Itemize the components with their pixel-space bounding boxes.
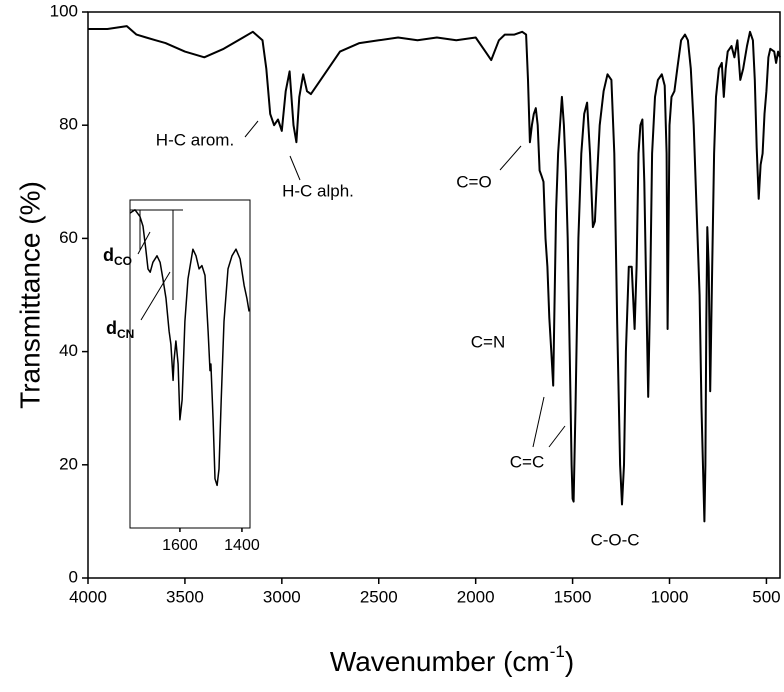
annotation: C=O: [456, 172, 491, 191]
y-axis-title: Transmittance (%): [14, 181, 45, 409]
annotation: H-C alph.: [282, 181, 354, 200]
y-tick-label: 80: [59, 115, 78, 134]
d-sub: CN: [117, 327, 134, 341]
x-tick-label: 1500: [554, 587, 592, 606]
leader: [499, 145, 522, 171]
d-label: d: [106, 318, 117, 338]
leader: [137, 231, 151, 255]
annotation: H-C arom.: [156, 130, 234, 149]
y-tick-label: 60: [59, 228, 78, 247]
leader: [289, 155, 301, 181]
annotation: C-O-C: [590, 530, 639, 549]
d-label: d: [103, 245, 114, 265]
x-tick-label: 1600: [162, 537, 198, 554]
leader: [548, 425, 566, 448]
x-tick-label: 1000: [651, 587, 689, 606]
x-tick-label: 3500: [166, 587, 204, 606]
x-tick-label: 2000: [457, 587, 495, 606]
leader: [140, 271, 171, 321]
spectrum-line: [88, 25, 781, 523]
annotation: C=C: [510, 452, 544, 471]
y-tick-label: 40: [59, 341, 78, 360]
x-tick-label: 3000: [263, 587, 301, 606]
inset-annotation: dCO: [103, 245, 132, 268]
x-title-end: ): [565, 646, 574, 677]
x-axis-title: Wavenumber (cm-1): [330, 642, 574, 677]
inset-annotation: dCN: [106, 318, 134, 341]
x-title-sup: -1: [550, 642, 565, 661]
x-title-main: Wavenumber (cm: [330, 646, 550, 677]
leader: [532, 396, 545, 448]
x-tick-label: 2500: [360, 587, 398, 606]
x-tick-label: 4000: [69, 587, 107, 606]
spectrum-line: [129, 209, 250, 487]
annotation: C=N: [471, 332, 505, 351]
y-tick-label: 20: [59, 454, 78, 473]
x-tick-label: 1400: [224, 537, 260, 554]
plot-frame: [87, 11, 781, 579]
d-sub: CO: [114, 254, 132, 268]
x-tick-label: 500: [752, 587, 780, 606]
y-tick-label: 0: [69, 567, 78, 586]
y-tick-label: 100: [50, 1, 78, 20]
leader: [244, 120, 259, 138]
inset-frame: [129, 199, 251, 529]
